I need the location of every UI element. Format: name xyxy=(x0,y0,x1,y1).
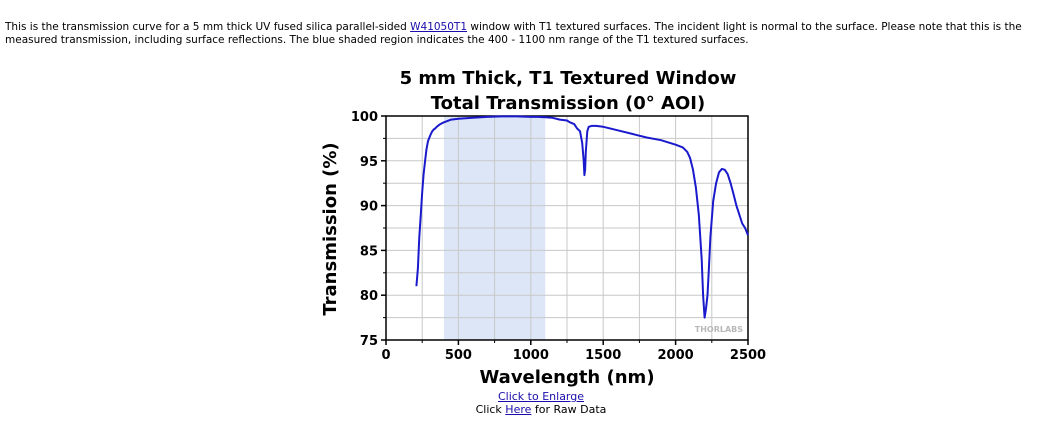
y-axis-label: Transmission (%) xyxy=(320,142,341,315)
product-link[interactable]: W41050T1 xyxy=(410,21,468,33)
y-tick-label: 95 xyxy=(360,155,378,170)
x-tick-label: 1000 xyxy=(513,348,549,363)
x-tick-label: 2500 xyxy=(730,348,766,363)
raw-data-row: Click Here for Raw Data xyxy=(0,403,1046,416)
raw-data-prefix: Click xyxy=(475,403,506,416)
x-tick-label: 0 xyxy=(381,348,390,363)
y-tick-label: 100 xyxy=(351,110,378,125)
enlarge-row: Click to Enlarge xyxy=(0,390,1046,403)
y-tick-label: 90 xyxy=(360,200,378,215)
thorlabs-watermark: THORLABS xyxy=(695,325,744,334)
description-before: This is the transmission curve for a 5 m… xyxy=(5,21,411,33)
description-text: This is the transmission curve for a 5 m… xyxy=(5,21,1035,47)
enlarge-link[interactable]: Click to Enlarge xyxy=(497,390,585,403)
x-tick-label: 1500 xyxy=(585,348,621,363)
transmission-chart: 0 500 1000 1500 2000 2500 75 80 85 90 95 100 5 mm T… xyxy=(320,68,766,388)
chart-title-line-1: 5 mm Thick, T1 Textured Window xyxy=(400,68,737,89)
chart-title-line-2: Total Transmission (0° AOI) xyxy=(431,93,705,114)
series-line xyxy=(415,115,749,319)
x-tick-label: 2000 xyxy=(658,348,694,363)
x-tick-label: 500 xyxy=(445,348,472,363)
y-tick-label: 85 xyxy=(360,244,378,259)
description-after: window with T1 textured surfaces. The in… xyxy=(5,21,1022,46)
raw-data-link[interactable]: Here xyxy=(505,403,532,416)
x-axis-label: Wavelength (nm) xyxy=(479,367,654,388)
y-tick-label: 80 xyxy=(360,289,378,304)
y-tick-label: 75 xyxy=(360,334,378,349)
raw-data-suffix: for Raw Data xyxy=(531,403,607,416)
